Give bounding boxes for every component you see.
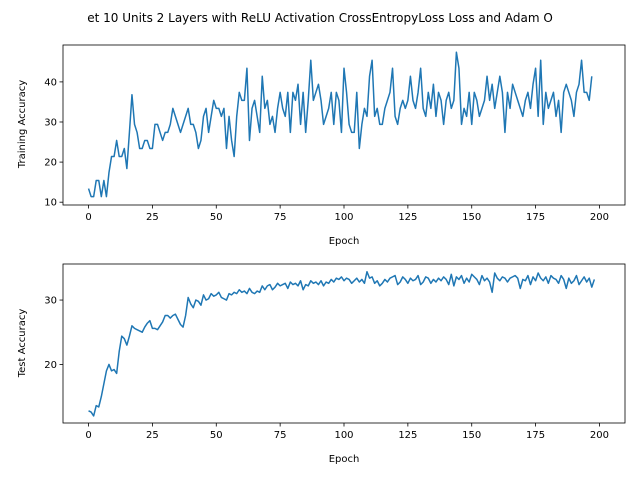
training-x-tick-label: 175 bbox=[526, 212, 545, 223]
training-y-tick-label: 30 bbox=[44, 117, 57, 128]
training-x-tick-label: 150 bbox=[462, 212, 481, 223]
chart-title: et 10 Units 2 Layers with ReLU Activatio… bbox=[87, 11, 553, 25]
test-y-tick-label: 20 bbox=[44, 360, 57, 371]
test-x-tick-label: 150 bbox=[462, 430, 481, 441]
test-x-tick-label: 50 bbox=[210, 430, 223, 441]
training-x-tick-label: 25 bbox=[146, 212, 159, 223]
training-accuracy-series-line bbox=[87, 51, 593, 198]
training-y-axis-label: Training Accuracy bbox=[17, 80, 28, 169]
test-y-tick-label: 30 bbox=[44, 296, 57, 307]
training-x-tick-label: 50 bbox=[210, 212, 223, 223]
test-x-tick-label: 125 bbox=[398, 430, 417, 441]
training-x-tick-label: 125 bbox=[398, 212, 417, 223]
training-x-tick-label: 100 bbox=[334, 212, 353, 223]
training-x-axis-label: Epoch bbox=[329, 236, 360, 247]
test-x-tick-label: 100 bbox=[334, 430, 353, 441]
training-x-tick-label: 0 bbox=[85, 212, 91, 223]
training-y-tick-label: 20 bbox=[44, 158, 57, 169]
training-y-tick-label: 40 bbox=[44, 77, 57, 88]
training-y-tick-label: 10 bbox=[44, 198, 57, 209]
test-y-axis-label: Test Accuracy bbox=[17, 309, 28, 379]
test-plot-frame bbox=[62, 263, 626, 424]
test-accuracy-subplot: Epoch Test Accuracy 0 25 50 75 100 125 150 175 2… bbox=[17, 263, 626, 465]
test-x-tick-label: 0 bbox=[85, 430, 91, 441]
test-x-tick-label: 175 bbox=[526, 430, 545, 441]
test-x-tick-label: 200 bbox=[590, 430, 609, 441]
training-x-tick-label: 200 bbox=[590, 212, 609, 223]
test-accuracy-series-line bbox=[88, 270, 596, 417]
training-x-tick-label: 75 bbox=[274, 212, 287, 223]
training-accuracy-subplot: Epoch Training Accuracy 0 25 50 75 100 125 150… bbox=[17, 44, 626, 247]
test-x-tick-label: 75 bbox=[274, 430, 287, 441]
test-x-tick-label: 25 bbox=[146, 430, 159, 441]
test-x-axis-label: Epoch bbox=[329, 454, 360, 465]
